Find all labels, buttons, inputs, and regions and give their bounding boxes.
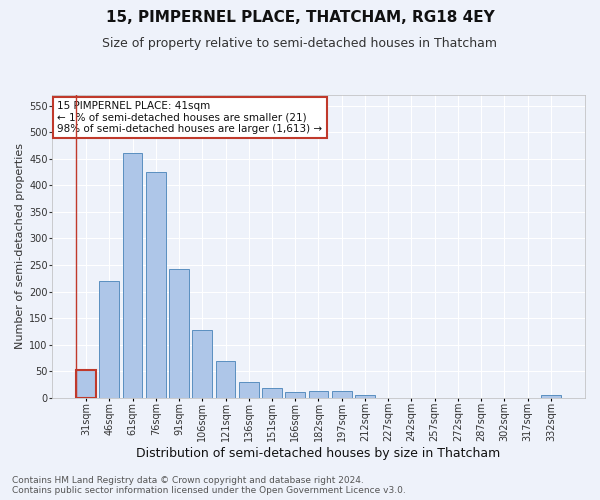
Bar [122, 154, 142, 398]
Text: 15 PIMPERNEL PLACE: 41sqm
← 1% of semi-detached houses are smaller (21)
98% of s: 15 PIMPERNEL PLACE: 41sqm ← 1% of semi-d… [57, 101, 322, 134]
Bar [76, 370, 96, 398]
Bar [215, 360, 235, 398]
Bar [332, 392, 352, 398]
Bar [541, 395, 561, 398]
X-axis label: Distribution of semi-detached houses by size in Thatcham: Distribution of semi-detached houses by … [136, 447, 500, 460]
Bar [286, 392, 305, 398]
Bar [193, 330, 212, 398]
Text: 15, PIMPERNEL PLACE, THATCHAM, RG18 4EY: 15, PIMPERNEL PLACE, THATCHAM, RG18 4EY [106, 10, 494, 25]
Bar [308, 392, 328, 398]
Bar [355, 395, 375, 398]
Y-axis label: Number of semi-detached properties: Number of semi-detached properties [15, 144, 25, 350]
Text: Size of property relative to semi-detached houses in Thatcham: Size of property relative to semi-detach… [103, 38, 497, 51]
Bar [262, 388, 282, 398]
Text: Contains HM Land Registry data © Crown copyright and database right 2024.
Contai: Contains HM Land Registry data © Crown c… [12, 476, 406, 495]
Bar [169, 269, 189, 398]
Bar [100, 281, 119, 398]
Bar [146, 172, 166, 398]
Bar [239, 382, 259, 398]
